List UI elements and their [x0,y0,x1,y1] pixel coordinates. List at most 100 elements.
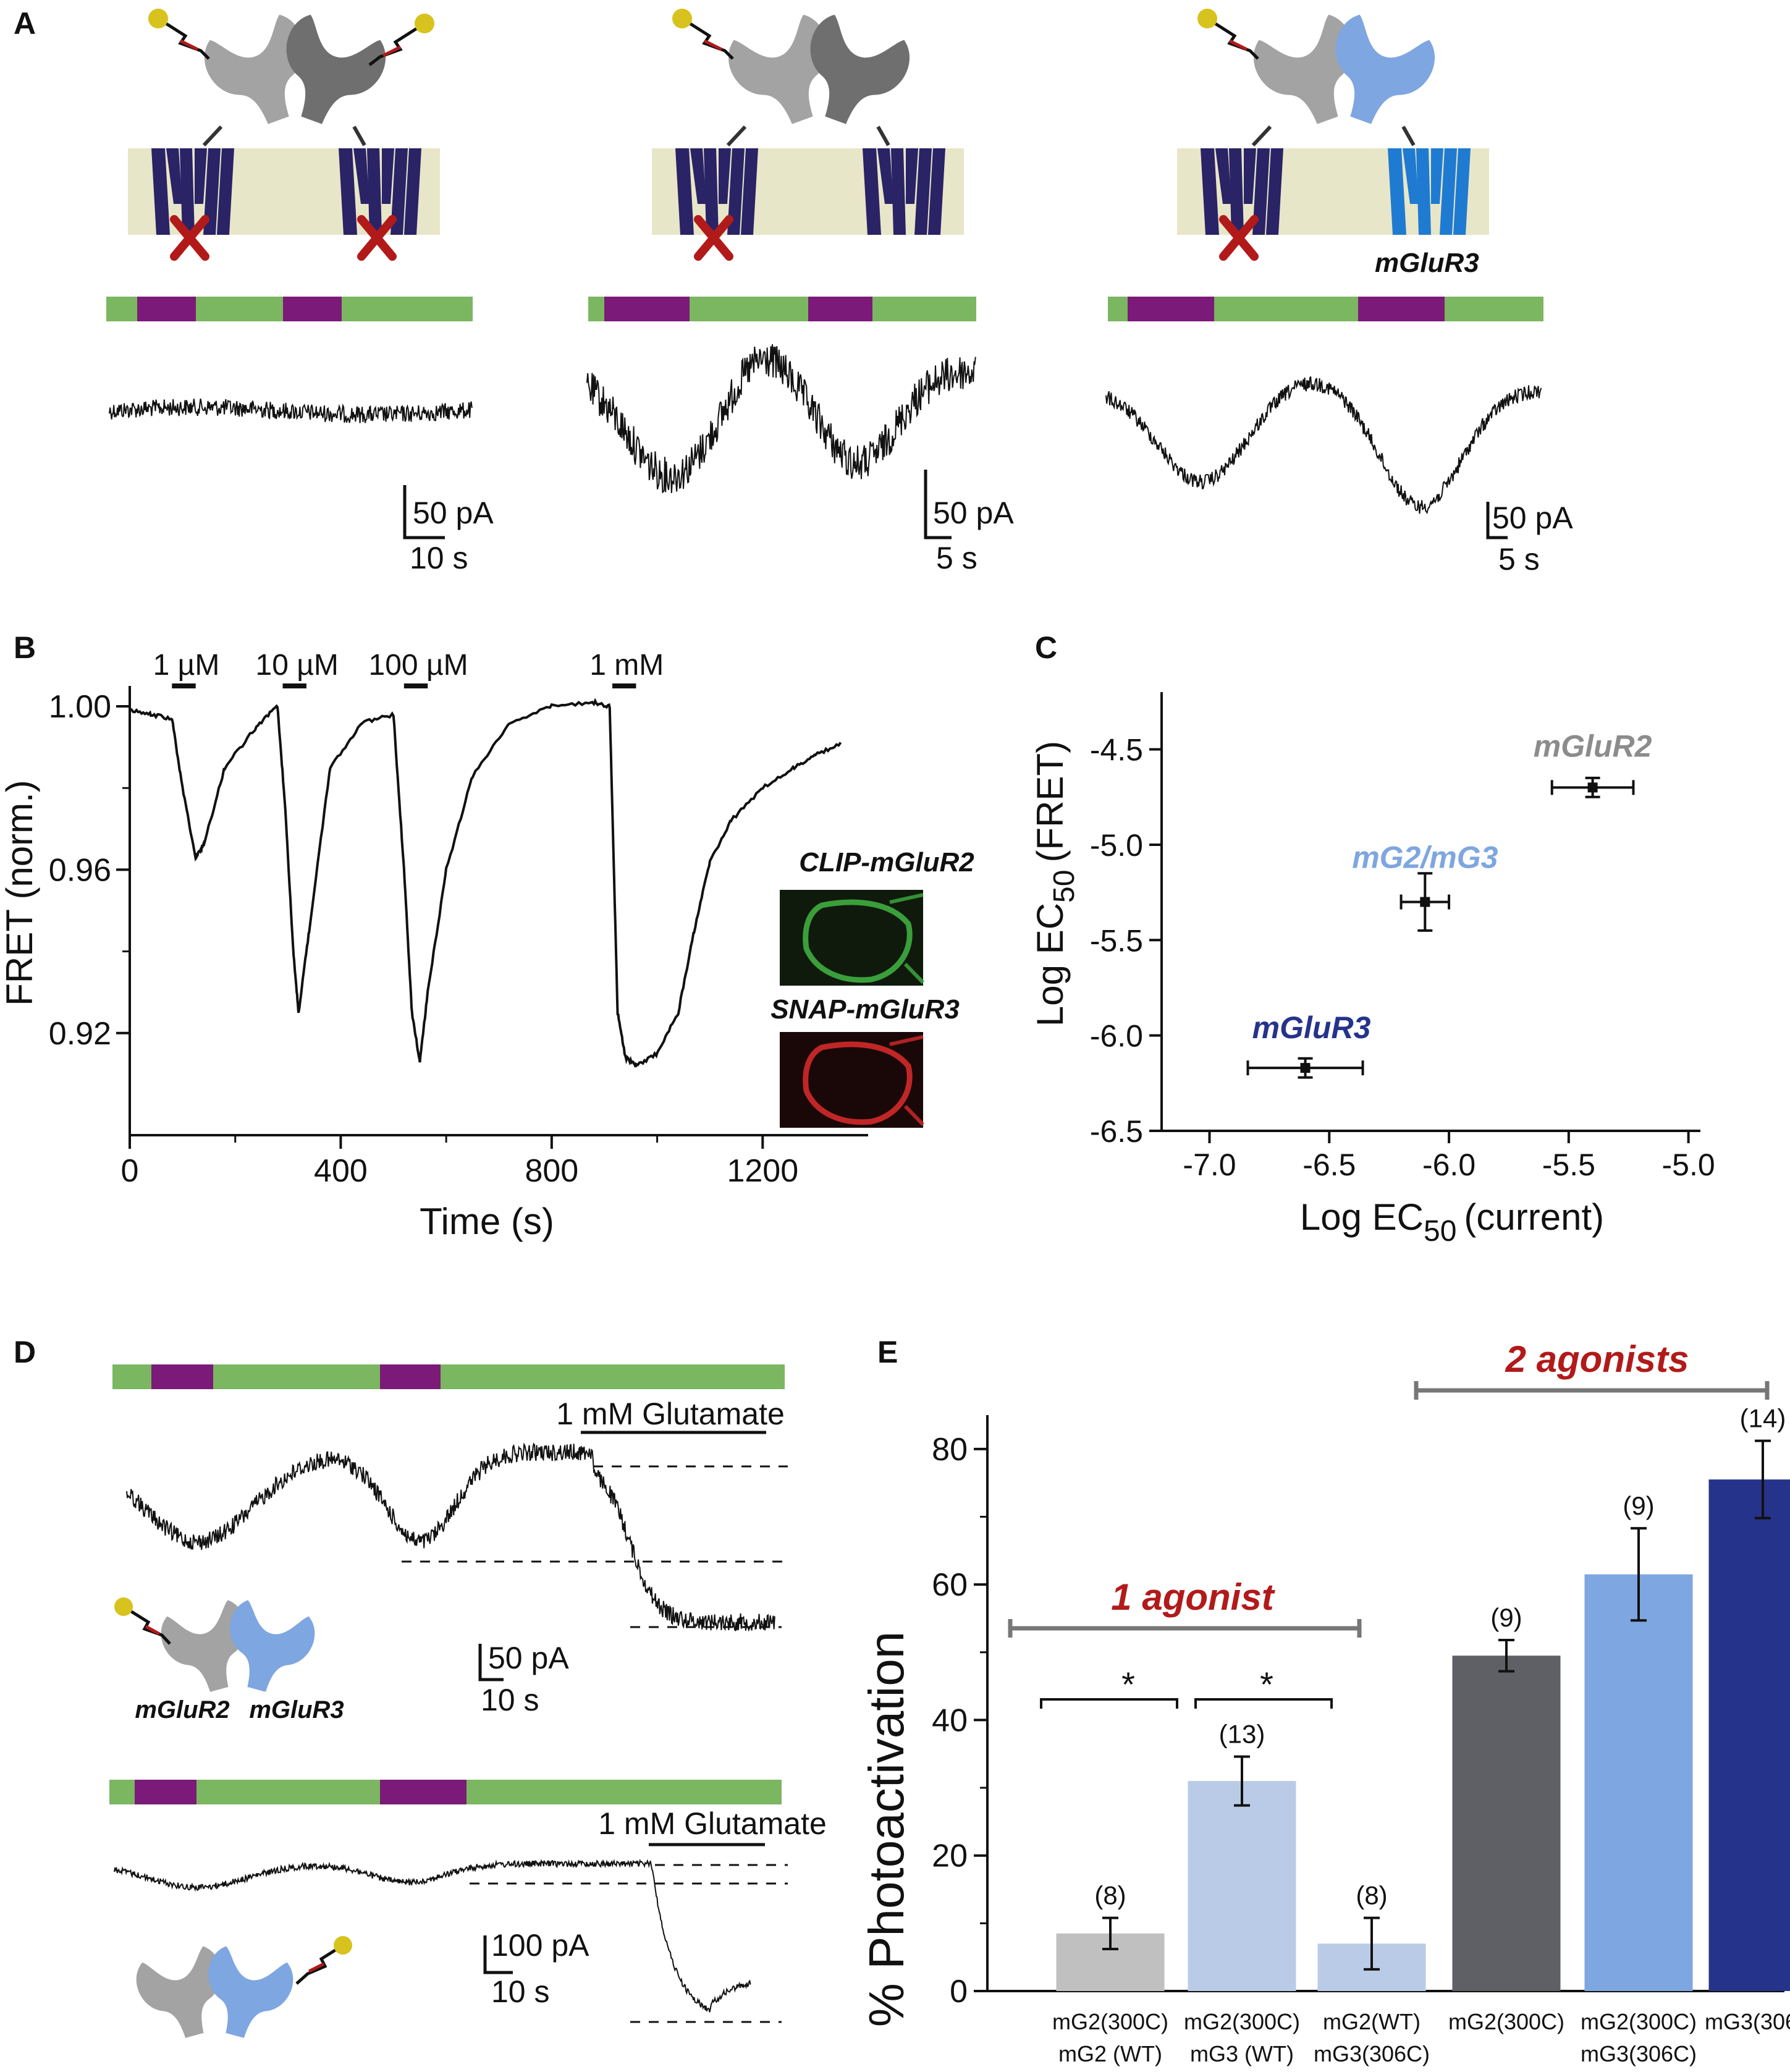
construct-2 [652,9,964,261]
scalebar-time-label: 10 s [410,541,468,575]
y-tick-label: -5.5 [1090,923,1143,958]
point-label: mGluR3 [1252,1010,1371,1045]
scalebar-time-label: 10 s [481,1683,539,1717]
scalebar-d1: 50 pA 10 s [478,1641,569,1717]
data-point [1420,897,1430,907]
ligand-icon [672,9,692,28]
panel-label-b: B [14,630,36,665]
application-label: 10 µM [256,649,339,682]
current-trace-2 [586,344,976,494]
n-label: (8) [1356,1881,1387,1910]
vft-domain-left [204,14,304,124]
ligand-icon [415,14,434,33]
y-tick-label: -5.0 [1090,828,1143,863]
x-tick-label: -6.0 [1422,1148,1475,1182]
vft-domain-right [810,14,910,124]
category-label: mG3 (WT) [1190,2041,1294,2066]
y-tick-label: 0.92 [49,1016,111,1052]
data-point [1300,1063,1311,1073]
light-bar-3 [1108,297,1543,321]
subunit-label-mglur3: mGluR3 [249,1696,344,1723]
x-tick-label: 800 [525,1153,578,1189]
subunit-label-mglur2: mGluR2 [135,1696,229,1723]
heterodimer-diagram-1: mGluR2 mGluR3 [114,1597,344,1723]
ligand-tether [368,22,426,66]
x-tick-label: 0 [121,1153,139,1189]
x-tick-label: -6.5 [1302,1148,1356,1182]
y-tick-label: -4.5 [1090,733,1143,767]
x-axis-label: Time (s) [420,1201,554,1242]
point-label: mG2/mG3 [1352,840,1498,875]
application-label: 100 µM [369,649,468,682]
scalebar-amp-label: 50 pA [488,1641,569,1675]
category-label: mG3(306C) [1581,2041,1697,2066]
scalebar-2: 50 pA 5 s [924,470,1014,575]
y-axis-label: % Photoactivation [859,1631,914,2027]
current-trace-d2 [114,1859,751,2013]
panel-b: B 0 400 800 1200 0.92 0.96 1.00 1 µM 10 µM 100 µM… [0,630,974,1242]
scalebar-amp-label: 100 pA [491,1928,589,1963]
n-label: (14) [1740,1404,1786,1433]
x-tick-label: 1200 [727,1153,798,1189]
vft-domain-right-mglur3 [1335,14,1435,124]
scalebar-amp-label: 50 pA [933,496,1014,530]
ligand-icon [148,9,168,28]
group-label-1-agonist: 1 agonist [1111,1576,1275,1618]
ligand-icon [1197,9,1217,28]
y-tick-label: -6.5 [1090,1114,1143,1149]
panel-label-d: D [14,1335,36,1369]
x-tick-label: -7.0 [1183,1148,1236,1182]
photoactivation-bar-chart: 0 20 40 60 80 (8) mG2(300C) mG2 (WT) (13) mG2(300… [932,1404,1790,2066]
x-mark-icon [1219,215,1259,261]
micrograph-clip-mglur2 [780,890,925,986]
category-label: mG2(WT) [1323,2009,1421,2034]
significance-star-1: * [1121,1665,1135,1704]
glutamate-label-2: 1 mM Glutamate [598,1806,827,1841]
y-tick-label: 20 [932,1838,968,1874]
heterodimer-diagram-2 [136,1936,352,2038]
category-label: mG3(306C) [1314,2041,1430,2066]
category-label: mG2(300C) [1184,2009,1300,2034]
glutamate-label-1: 1 mM Glutamate [556,1397,785,1431]
bar [1708,1479,1790,1991]
x-mark-icon [170,215,209,261]
scalebar-d2: 100 pA 10 s [483,1928,589,2009]
reference-dashes-d2 [470,1864,788,2023]
bar [1188,1781,1296,1991]
fret-line [129,698,842,1068]
significance-bracket-2 [1194,1698,1333,1709]
y-tick-label: 1.00 [49,689,111,725]
significance-star-2: * [1260,1665,1273,1704]
n-label: (9) [1623,1491,1654,1520]
scalebar-amp-label: 50 pA [413,496,494,530]
group-bracket-1 [1008,1619,1362,1638]
vft-domain-left [728,14,828,124]
scalebar-amp-label: 50 pA [1492,501,1573,535]
group-bracket-2 [1414,1381,1770,1400]
bar [1452,1655,1561,1991]
ligand-tether [1206,17,1259,60]
scalebar-time-label: 5 s [1498,542,1540,577]
x-tick-label: -5.5 [1542,1148,1595,1182]
scalebar-1: 50 pA 10 s [403,485,494,575]
construct-1 [128,9,440,261]
category-label: mG2(300C) [1581,2009,1697,2034]
data-point [1587,782,1598,793]
vft-domain-right [286,14,386,124]
category-label: mG2(300C) [1448,2009,1564,2034]
x-mark-icon [357,215,397,261]
application-label: 1 µM [153,649,220,682]
y-axis-label: FRET (norm.) [0,780,40,1006]
y-axis-label: Log EC50(FRET) [1029,741,1081,1026]
ec50-scatter: -7.0 -6.5 -6.0 -5.5 -5.0 -6.5 -6.0 -5.5 -5.0 -4.5… [1090,692,1715,1182]
construct-label-mglur3: mGluR3 [1375,248,1479,278]
panel-e: E 0 20 40 60 80 (8) mG2(300C) mG2 (WT) (13) mG2(3… [859,1335,1790,2066]
panel-label-c: C [1035,630,1057,665]
n-label: (9) [1490,1603,1522,1632]
ligand-icon [334,1936,352,1955]
y-tick-label: 80 [932,1432,968,1468]
y-tick-label: 60 [932,1567,968,1603]
panel-label-e: E [877,1335,898,1369]
light-bar-1 [106,297,473,321]
